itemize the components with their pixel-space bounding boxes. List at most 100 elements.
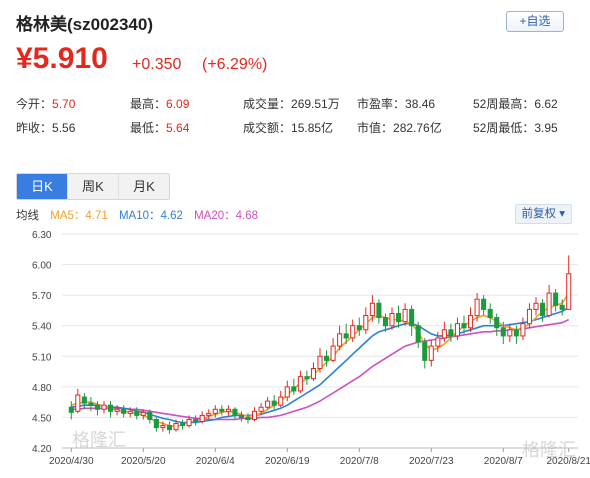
- tab-daily-k[interactable]: 日K: [17, 174, 68, 199]
- tab-monthly-k[interactable]: 月K: [119, 174, 169, 199]
- candle-body: [553, 292, 559, 306]
- stat-label: 最高：: [130, 97, 167, 111]
- y-tick-label: 6.00: [32, 261, 52, 272]
- candle-body: [428, 345, 434, 361]
- add-watchlist-button[interactable]: +自选: [506, 11, 564, 32]
- candle-body: [258, 406, 264, 412]
- stat-label: 52周最低：: [473, 121, 535, 135]
- candle-body: [500, 327, 506, 337]
- y-tick-label: 4.50: [32, 413, 52, 424]
- candle-body: [252, 410, 258, 420]
- candle-body: [219, 408, 225, 412]
- candle-body: [487, 308, 493, 319]
- candle-body: [441, 329, 447, 339]
- stat-label: 52周最高：: [473, 97, 535, 111]
- stat-value: 5.64: [166, 121, 190, 135]
- candle-body: [271, 400, 277, 406]
- y-tick-label: 5.70: [32, 291, 52, 302]
- candle-body: [225, 408, 231, 412]
- candle-body: [304, 376, 310, 380]
- candle-body: [454, 323, 460, 337]
- watermark-left: 格隆汇: [72, 430, 126, 450]
- candle-body: [245, 416, 251, 420]
- candle-body: [94, 404, 100, 410]
- candle-body: [265, 400, 271, 408]
- candle-body: [193, 418, 199, 423]
- ma-legend-label: 均线: [16, 210, 39, 222]
- stat-value: 6.62: [534, 97, 558, 111]
- kline-chart[interactable]: 6.30 6.00 5.70 5.40 5.10 4.80 4.50 4.20 格隆汇 格隆汇 20…: [0, 222, 590, 473]
- candle-body: [389, 312, 395, 327]
- candle-body: [435, 337, 441, 347]
- stat-value: 269.51万: [291, 97, 340, 111]
- candle-body: [546, 292, 552, 317]
- stat-label: 市值：: [357, 121, 394, 135]
- stat-value: 5.70: [52, 97, 76, 111]
- stat-item: 成交量：269.51万: [243, 95, 340, 112]
- candle-body: [121, 408, 127, 414]
- candle-body: [68, 406, 74, 413]
- candle-body: [559, 304, 565, 310]
- candle-body: [166, 425, 172, 431]
- candle-body: [173, 423, 179, 431]
- ma10-line: [71, 306, 570, 424]
- candle-body: [212, 408, 218, 414]
- candle-body: [448, 329, 454, 337]
- stat-value: 15.85亿: [291, 121, 334, 135]
- stat-item: 昨收：5.56: [16, 119, 75, 136]
- candle-body: [376, 302, 382, 319]
- stat-item: 今开：5.70: [16, 95, 75, 112]
- stat-label: 最低：: [130, 121, 167, 135]
- candle-body: [533, 302, 539, 310]
- stock-title: 格林美(sz002340): [16, 15, 154, 34]
- stat-label: 成交量：: [243, 97, 292, 111]
- candle-body: [278, 396, 284, 406]
- ma10-legend: MA10：4.62: [118, 210, 183, 222]
- candle-body: [317, 355, 323, 370]
- candle-body: [206, 412, 212, 416]
- x-tick-label: 2020/5/20: [121, 456, 166, 467]
- watermark-right: 格隆汇: [522, 440, 576, 460]
- current-price: ¥5.910: [16, 42, 108, 75]
- stat-label: 成交额：: [243, 121, 292, 135]
- candle-body: [382, 317, 388, 327]
- stat-item: 市值：282.76亿: [357, 119, 442, 136]
- y-tick-label: 5.10: [32, 352, 52, 363]
- candle-body: [153, 418, 159, 429]
- candle-body: [324, 355, 330, 361]
- candle-body: [186, 418, 192, 427]
- candle-body: [134, 410, 140, 416]
- candle-body: [566, 273, 572, 310]
- tab-weekly-k[interactable]: 周K: [68, 174, 119, 199]
- candle-body: [363, 315, 369, 331]
- candle-body: [147, 411, 153, 420]
- candle-body: [540, 302, 546, 317]
- price-change-percent: (+6.29%): [202, 56, 268, 73]
- candle-body: [396, 312, 402, 323]
- candle-body: [232, 408, 238, 416]
- x-tick-label: 2020/8/7: [484, 456, 523, 467]
- candle-body: [284, 386, 290, 398]
- x-tick-label: 2020/6/4: [196, 456, 235, 467]
- candle-body: [238, 414, 244, 418]
- stat-item: 最高：6.09: [130, 95, 189, 112]
- stat-value: 282.76亿: [393, 121, 442, 135]
- x-tick-label: 2020/7/23: [409, 456, 454, 467]
- candle-body: [330, 345, 336, 361]
- candle-body: [468, 315, 474, 329]
- ma-legend: 均线 MA5：4.71 MA10：4.62 MA20：4.68: [16, 207, 266, 223]
- kline-svg[interactable]: 6.306.005.705.405.104.804.504.20 格隆汇 格隆汇20…: [0, 222, 590, 473]
- adjust-dropdown[interactable]: 前复权 ▾: [514, 204, 572, 224]
- candle-body: [461, 323, 467, 329]
- candle-body: [526, 308, 532, 325]
- x-tick-label: 2020/6/19: [265, 456, 310, 467]
- candle-body: [180, 423, 186, 427]
- stat-label: 市盈率：: [357, 97, 406, 111]
- candle-body: [337, 333, 343, 347]
- candle-body: [507, 329, 513, 337]
- x-tick-label: 2020/7/8: [340, 456, 379, 467]
- candle-body: [513, 329, 519, 337]
- stat-value: 6.09: [166, 97, 190, 111]
- candle-body: [199, 414, 205, 423]
- candle-body: [350, 325, 356, 339]
